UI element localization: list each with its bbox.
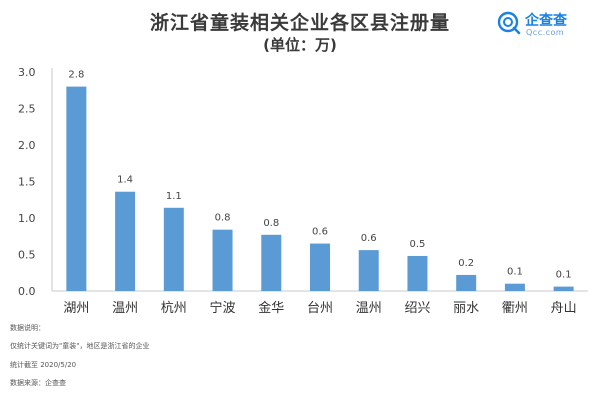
bar: [212, 229, 233, 291]
x-tick-label: 绍兴: [404, 301, 430, 316]
qcc-logo-icon: [497, 11, 521, 35]
y-tick-label: 1.5: [18, 176, 36, 189]
bar: [310, 243, 330, 291]
notes-line-date: 统计截至 2020/5/20: [10, 360, 77, 369]
chart-title: 浙江省童装相关企业各区县注册量: [149, 12, 450, 34]
y-tick-label: 0.0: [18, 285, 36, 298]
x-tick-label: 舟山: [551, 301, 577, 316]
data-notes: 数据说明： 仅统计关键词为"童装"，地区是浙江省的企业 统计截至 2020/5/…: [10, 324, 410, 398]
x-tick-label: 温州: [356, 301, 382, 316]
logo-url: Qcc.com: [526, 28, 565, 37]
y-tick-label: 1.0: [18, 212, 36, 225]
x-tick-label: 湖州: [63, 301, 89, 316]
bar: [456, 274, 477, 291]
data-label: 0.1: [507, 267, 523, 278]
bar: [66, 86, 87, 291]
y-tick-label: 2.5: [18, 103, 36, 116]
x-tick-label: 宁波: [210, 300, 236, 316]
x-tick-label: 温州: [112, 301, 138, 316]
data-label: 0.1: [556, 270, 572, 281]
x-tick-label: 丽水: [453, 301, 479, 316]
qcc-logo: 企查查 Qcc.com: [497, 9, 597, 41]
notes-line-keyword: 仅统计关键词为"童装"，地区是浙江省的企业: [10, 342, 150, 351]
data-label: 0.8: [263, 218, 279, 229]
x-tick-label: 金华: [258, 300, 284, 316]
data-label: 1.1: [166, 191, 182, 202]
chart-subtitle: (单位：万): [263, 36, 337, 54]
x-tick-label: 台州: [307, 301, 333, 316]
x-tick-label: 衢州: [502, 301, 528, 316]
data-label: 0.5: [410, 239, 426, 250]
bar: [163, 207, 184, 291]
bar: [358, 250, 379, 291]
bar: [115, 191, 136, 291]
data-label: 0.6: [361, 233, 377, 244]
data-label: 0.6: [312, 227, 328, 238]
logo-name: 企查查: [525, 13, 567, 29]
notes-heading: 数据说明：: [10, 324, 45, 332]
bar: [261, 234, 282, 291]
data-label: 2.8: [68, 70, 84, 81]
y-tick-label: 2.0: [18, 139, 36, 152]
x-tick-label: 杭州: [161, 301, 187, 316]
y-tick-label: 3.0: [18, 66, 36, 79]
bar: [553, 286, 574, 291]
bar: [504, 283, 525, 291]
data-label: 0.2: [458, 258, 474, 269]
data-label: 1.4: [117, 175, 133, 186]
y-tick-label: 0.5: [18, 249, 36, 262]
bar: [407, 255, 428, 291]
data-label: 0.8: [215, 213, 231, 224]
notes-line-source: 数据来源：企查查: [10, 379, 66, 388]
